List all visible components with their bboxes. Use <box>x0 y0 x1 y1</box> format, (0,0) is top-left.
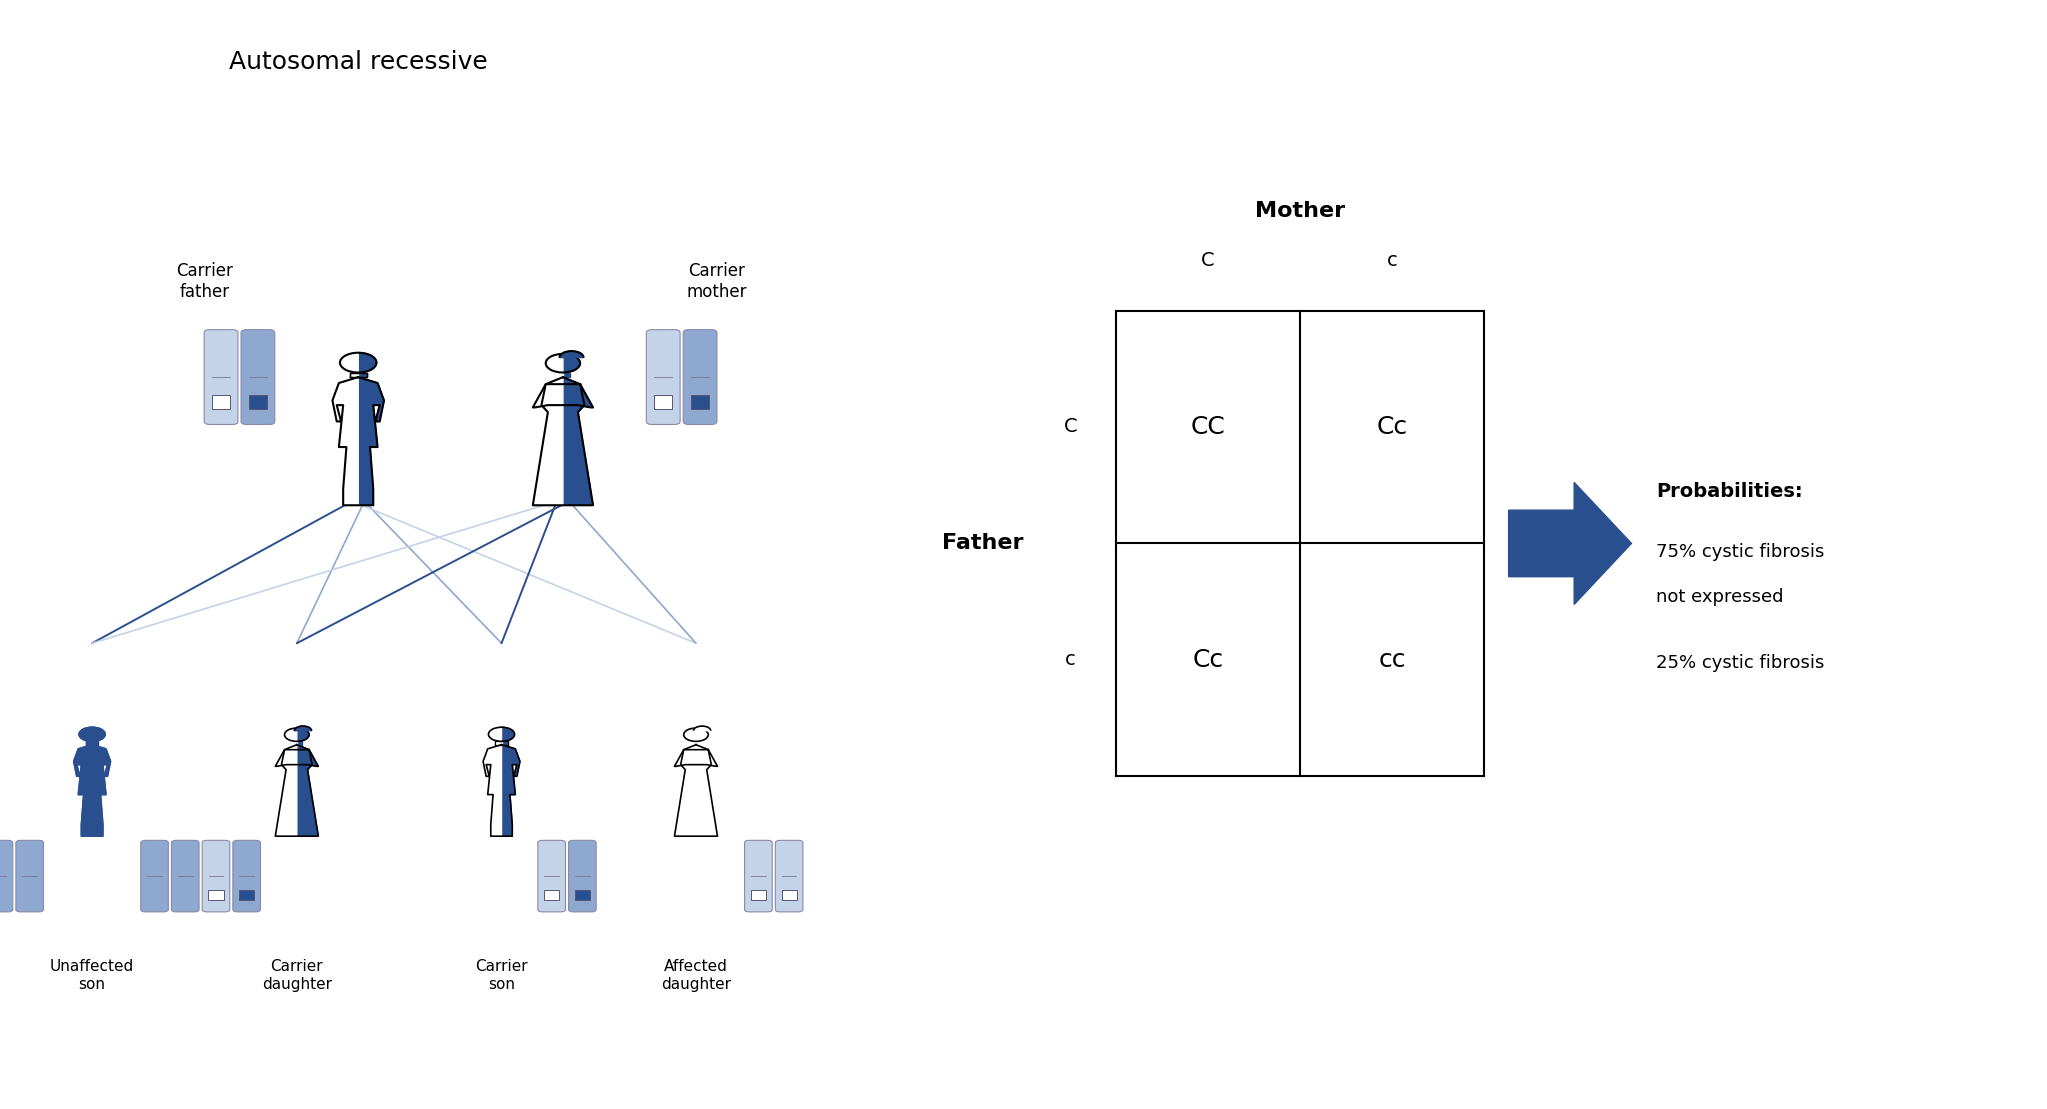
Wedge shape <box>563 354 579 373</box>
FancyBboxPatch shape <box>0 841 12 912</box>
Polygon shape <box>555 373 563 377</box>
Text: C: C <box>1202 251 1214 271</box>
Polygon shape <box>86 741 98 745</box>
Text: Affected
daughter: Affected daughter <box>661 959 731 991</box>
Polygon shape <box>483 745 502 836</box>
Text: not expressed: not expressed <box>1656 588 1783 606</box>
Text: C: C <box>1064 417 1077 437</box>
FancyBboxPatch shape <box>538 841 565 912</box>
Wedge shape <box>285 728 297 741</box>
Text: Probabilities:: Probabilities: <box>1656 482 1803 501</box>
FancyBboxPatch shape <box>751 889 766 899</box>
Polygon shape <box>555 373 571 377</box>
Polygon shape <box>532 384 549 407</box>
Polygon shape <box>350 373 358 377</box>
Text: c: c <box>1386 251 1398 271</box>
Wedge shape <box>80 728 92 741</box>
Wedge shape <box>489 728 502 741</box>
Text: Autosomal recessive: Autosomal recessive <box>229 50 487 74</box>
Text: cc: cc <box>1378 648 1406 672</box>
FancyBboxPatch shape <box>242 329 274 425</box>
Polygon shape <box>86 741 92 745</box>
FancyBboxPatch shape <box>205 329 237 425</box>
FancyBboxPatch shape <box>141 841 168 912</box>
Text: Cc: Cc <box>1376 415 1408 439</box>
FancyBboxPatch shape <box>745 841 772 912</box>
FancyBboxPatch shape <box>239 889 254 899</box>
Text: Cc: Cc <box>1191 648 1224 672</box>
Text: Unaffected
son: Unaffected son <box>49 959 135 991</box>
Polygon shape <box>92 745 111 836</box>
Polygon shape <box>673 745 696 836</box>
Polygon shape <box>577 384 594 407</box>
Text: Mother: Mother <box>1255 201 1345 221</box>
Text: Carrier
daughter: Carrier daughter <box>262 959 332 991</box>
FancyBboxPatch shape <box>16 841 43 912</box>
Wedge shape <box>547 354 563 373</box>
Polygon shape <box>563 377 594 506</box>
FancyBboxPatch shape <box>647 329 680 425</box>
Polygon shape <box>274 745 297 836</box>
FancyBboxPatch shape <box>209 889 223 899</box>
Polygon shape <box>532 377 563 506</box>
Text: Carrier
father: Carrier father <box>176 262 233 301</box>
Text: CC: CC <box>1191 415 1224 439</box>
FancyBboxPatch shape <box>653 395 673 408</box>
Wedge shape <box>559 352 583 357</box>
Text: Carrier
son: Carrier son <box>475 959 528 991</box>
FancyBboxPatch shape <box>545 889 559 899</box>
Polygon shape <box>673 750 686 766</box>
FancyBboxPatch shape <box>211 395 231 408</box>
Polygon shape <box>274 750 287 766</box>
Polygon shape <box>332 377 358 506</box>
FancyBboxPatch shape <box>248 395 268 408</box>
FancyBboxPatch shape <box>172 841 199 912</box>
FancyBboxPatch shape <box>776 841 802 912</box>
Text: 25% cystic fibrosis: 25% cystic fibrosis <box>1656 654 1824 672</box>
Polygon shape <box>307 750 319 766</box>
Text: Carrier
mother: Carrier mother <box>686 262 747 301</box>
Polygon shape <box>358 377 385 506</box>
Text: Father: Father <box>942 533 1024 553</box>
Wedge shape <box>358 353 377 373</box>
FancyBboxPatch shape <box>684 329 716 425</box>
FancyBboxPatch shape <box>690 395 710 408</box>
Text: 75% cystic fibrosis: 75% cystic fibrosis <box>1656 543 1824 561</box>
Polygon shape <box>696 745 718 836</box>
FancyBboxPatch shape <box>203 841 229 912</box>
Wedge shape <box>297 728 309 741</box>
FancyBboxPatch shape <box>233 841 260 912</box>
Polygon shape <box>1509 482 1631 604</box>
Wedge shape <box>694 726 710 731</box>
FancyBboxPatch shape <box>782 889 796 899</box>
Polygon shape <box>495 741 508 745</box>
FancyBboxPatch shape <box>569 841 596 912</box>
Wedge shape <box>696 728 708 741</box>
Polygon shape <box>690 741 702 745</box>
Polygon shape <box>74 745 92 836</box>
Wedge shape <box>295 726 311 731</box>
Polygon shape <box>297 745 319 836</box>
Polygon shape <box>706 750 718 766</box>
Polygon shape <box>495 741 502 745</box>
Wedge shape <box>92 728 104 741</box>
Polygon shape <box>291 741 303 745</box>
FancyBboxPatch shape <box>575 889 590 899</box>
Polygon shape <box>350 373 366 377</box>
Polygon shape <box>690 741 696 745</box>
Polygon shape <box>502 745 520 836</box>
Wedge shape <box>340 353 358 373</box>
Wedge shape <box>684 728 696 741</box>
Text: c: c <box>1064 650 1077 670</box>
Wedge shape <box>502 728 514 741</box>
Polygon shape <box>291 741 297 745</box>
